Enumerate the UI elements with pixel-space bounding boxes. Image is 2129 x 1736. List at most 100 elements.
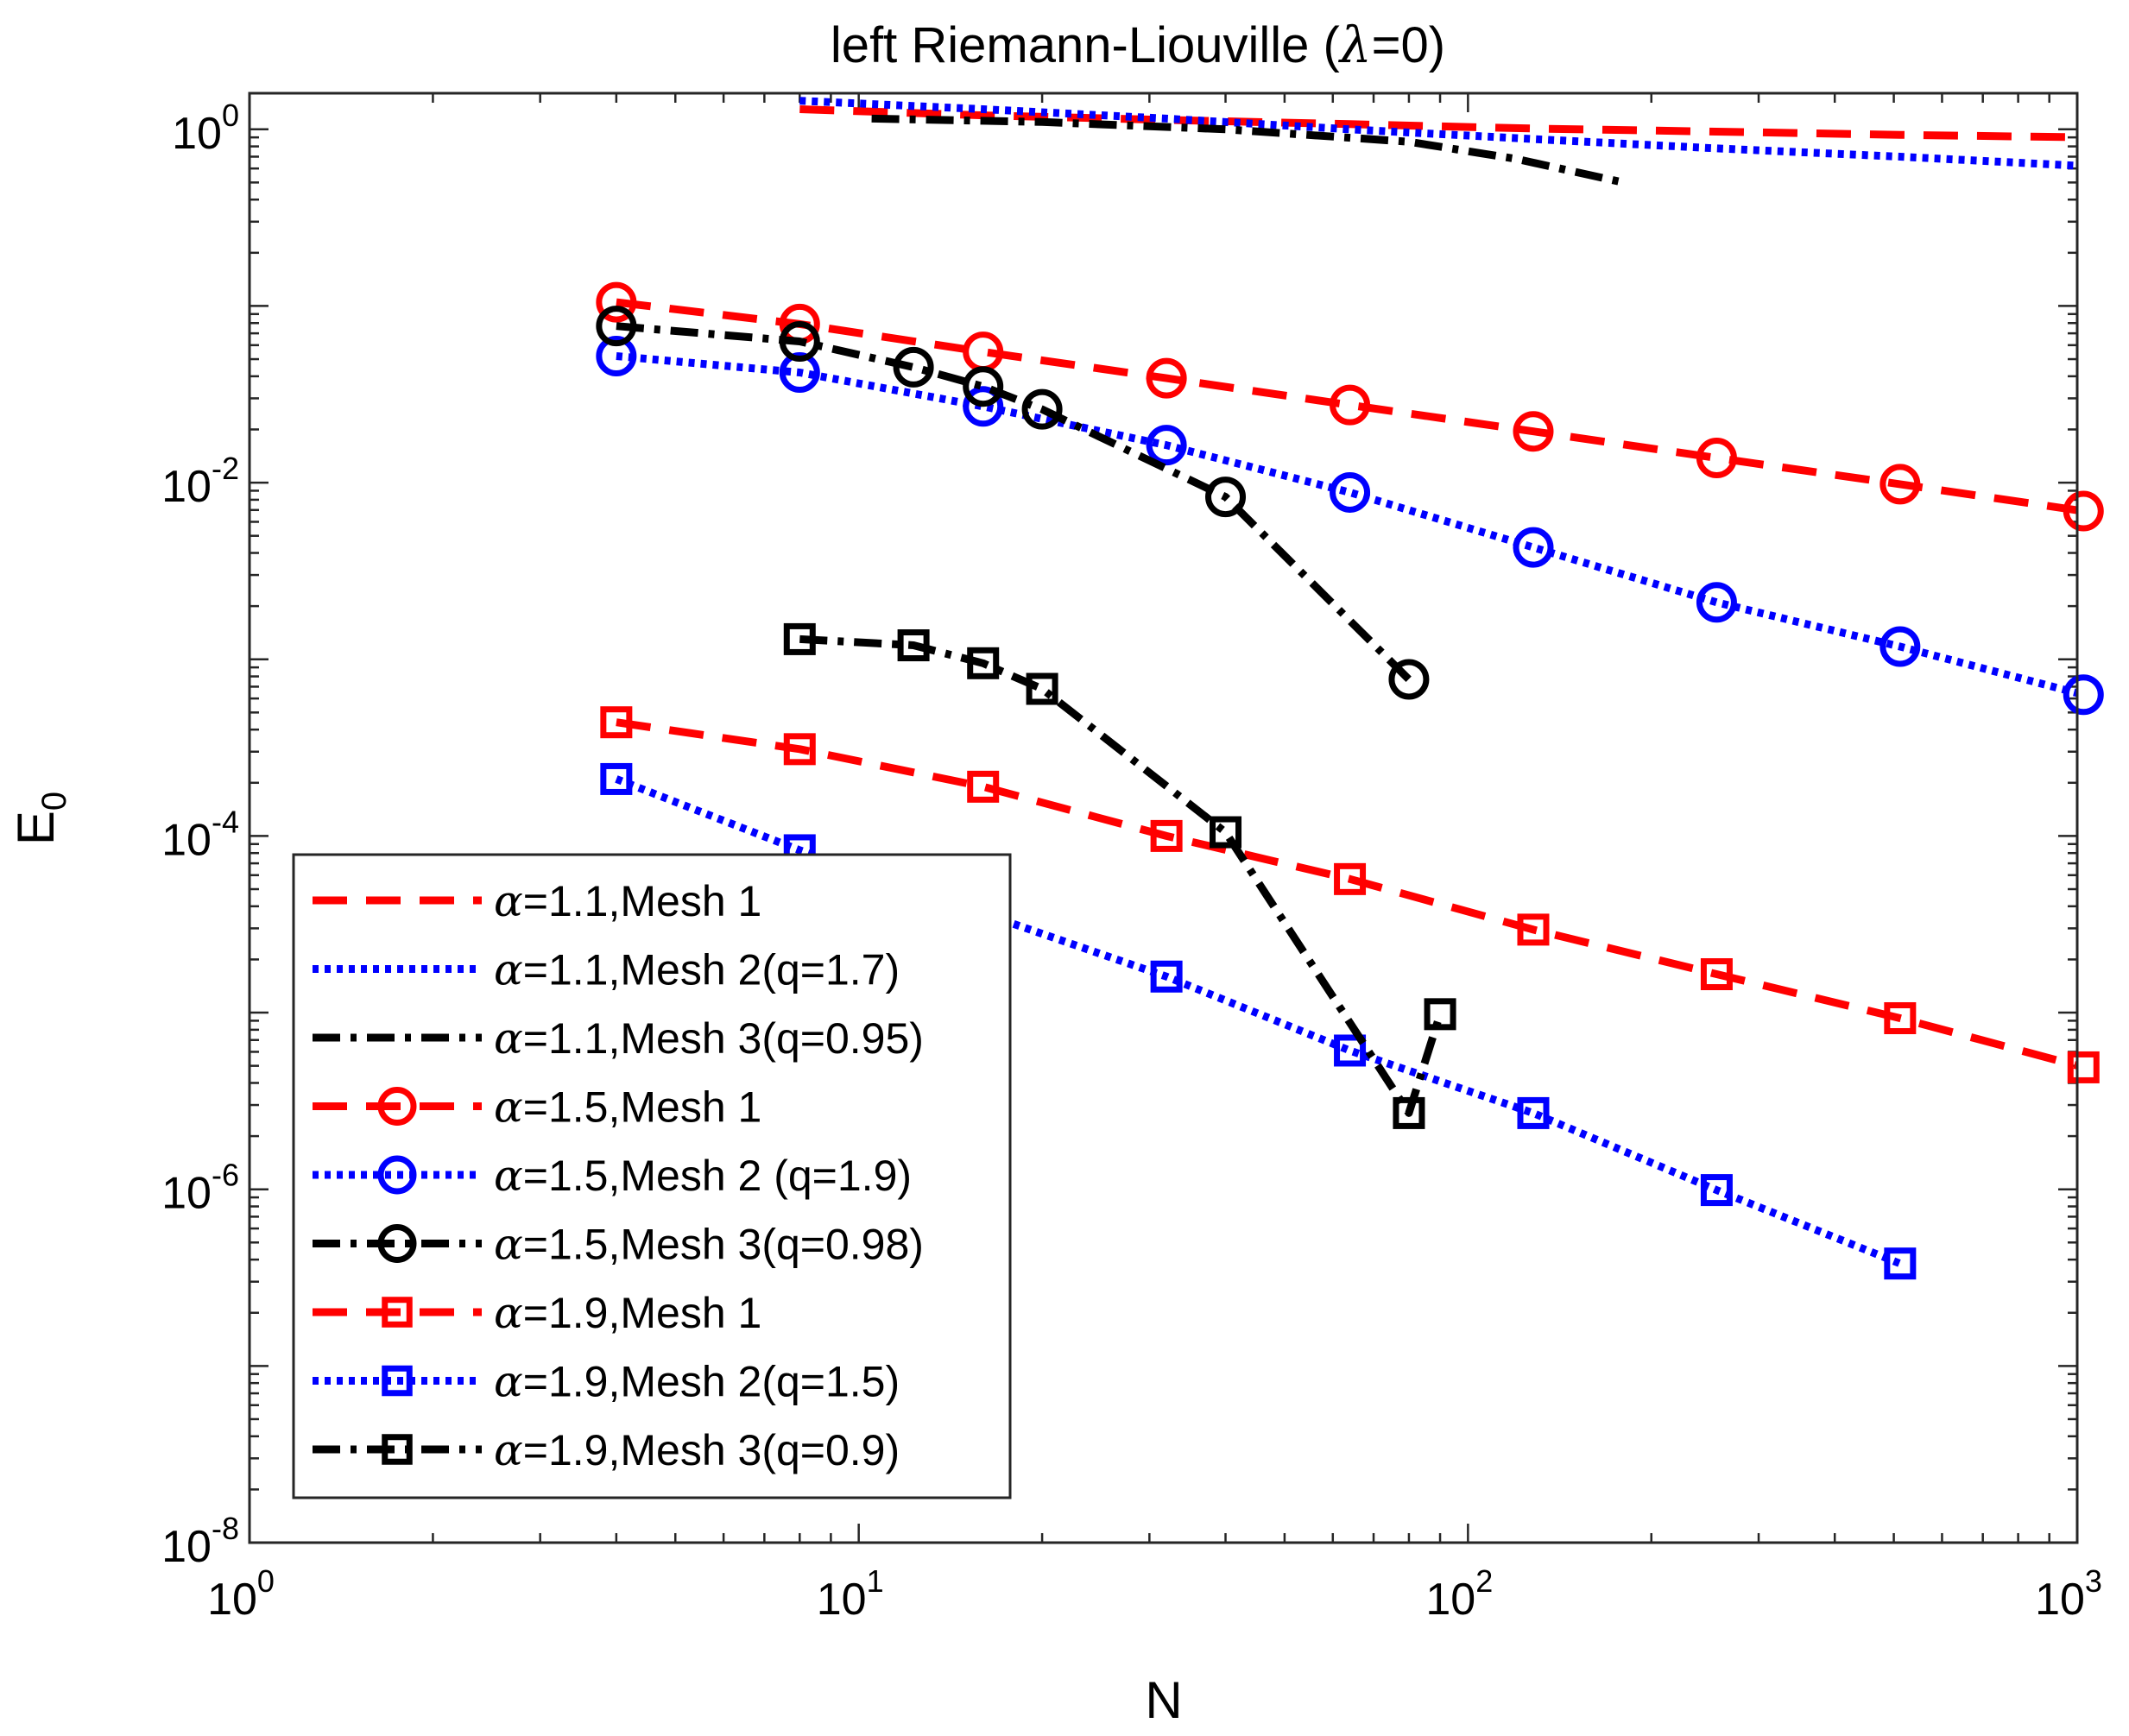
- data-point-marker: [1517, 913, 1550, 946]
- legend-label: α=1.5,Mesh 1: [494, 1083, 761, 1133]
- data-point-marker: [1388, 659, 1430, 700]
- data-point-marker: [596, 306, 637, 347]
- series-line: [799, 97, 2077, 170]
- series-line: [616, 352, 2077, 698]
- data-point-marker: [1424, 998, 1456, 1031]
- legend: α=1.1,Mesh 1 α=1.1,Mesh 2(q=1.7) α=1.1,Mes…: [292, 853, 1012, 1499]
- series-line: [615, 775, 1902, 1267]
- series-line: [799, 634, 1444, 1117]
- data-point-marker: [1150, 960, 1183, 993]
- y-tick-label: 10-8: [161, 1511, 239, 1572]
- data-point-marker: [1330, 384, 1371, 426]
- data-point-marker: [1884, 1001, 1917, 1034]
- data-point-marker: [600, 762, 633, 795]
- series-5: [596, 336, 2104, 716]
- legend-label: α=1.9,Mesh 3(q=0.9): [494, 1425, 900, 1475]
- legend-label: α=1.9,Mesh 1: [494, 1288, 761, 1338]
- legend-entry: α=1.5,Mesh 3(q=0.98): [313, 1220, 924, 1270]
- data-point-marker: [1146, 425, 1187, 466]
- data-point-marker: [897, 629, 930, 662]
- series-line: [616, 718, 2077, 1070]
- data-point-marker: [1393, 1096, 1425, 1129]
- data-point-marker: [382, 1297, 413, 1328]
- series-7: [600, 706, 2100, 1083]
- data-point-marker: [963, 366, 1004, 407]
- series-line: [616, 298, 2077, 514]
- data-point-marker: [963, 386, 1004, 427]
- y-axis-label: E0: [7, 792, 73, 845]
- data-point-marker: [779, 320, 820, 362]
- x-tick-label: 100: [207, 1563, 275, 1625]
- legend-entry: α=1.9,Mesh 2(q=1.5): [313, 1357, 900, 1407]
- data-point-marker: [382, 1365, 413, 1397]
- data-point-marker: [1700, 958, 1733, 991]
- data-point-marker: [1696, 582, 1737, 623]
- series-2: [799, 97, 2077, 170]
- data-point-marker: [382, 1434, 413, 1465]
- plot-frame: [248, 92, 2079, 1544]
- y-tick-label: 10-2: [161, 451, 239, 512]
- legend-label: α=1.1,Mesh 3(q=0.95): [494, 1013, 924, 1064]
- legend-entry: α=1.9,Mesh 1: [313, 1288, 761, 1338]
- data-point-marker: [1334, 1034, 1367, 1067]
- data-point-marker: [596, 281, 637, 323]
- data-point-marker: [967, 647, 1000, 679]
- axis-ticks: [248, 93, 2079, 1544]
- data-point-marker: [600, 706, 633, 739]
- series-lines: [596, 97, 2104, 1280]
- series-line: [871, 114, 1625, 186]
- data-point-marker: [377, 1087, 417, 1126]
- legend-entry: α=1.5,Mesh 1: [313, 1083, 761, 1133]
- data-point-marker: [1513, 411, 1554, 452]
- data-point-marker: [1700, 1174, 1733, 1207]
- data-point-marker: [779, 352, 820, 394]
- x-tick-labels: 100 101 102 103: [207, 1563, 2102, 1625]
- y-tick-label: 10-4: [161, 804, 239, 865]
- x-tick-label: 102: [1425, 1563, 1493, 1625]
- chart-title: left Riemann-Liouville (λ=0): [831, 16, 1445, 74]
- data-point-marker: [1334, 862, 1367, 895]
- x-tick-label: 103: [2035, 1563, 2102, 1625]
- y-tick-label: 100: [172, 98, 239, 159]
- legend-entry: α=1.1,Mesh 1: [313, 876, 761, 926]
- legend-label: α=1.5,Mesh 2 (q=1.9): [494, 1151, 912, 1201]
- data-point-marker: [596, 336, 637, 377]
- data-point-marker: [2063, 674, 2104, 716]
- data-point-marker: [1696, 437, 1737, 478]
- legend-label: α=1.5,Mesh 3(q=0.98): [494, 1220, 924, 1270]
- series-9: [783, 622, 1456, 1129]
- series-line: [616, 322, 1412, 683]
- data-point-marker: [783, 733, 816, 766]
- data-point-marker: [783, 622, 816, 655]
- data-point-marker: [1021, 388, 1063, 430]
- legend-label: α=1.9,Mesh 2(q=1.5): [494, 1357, 900, 1407]
- data-point-marker: [893, 346, 934, 388]
- data-point-marker: [1879, 626, 1921, 667]
- data-point-marker: [1513, 527, 1554, 568]
- data-point-marker: [1146, 357, 1187, 399]
- data-point-marker: [2067, 1051, 2100, 1083]
- data-point-marker: [1879, 464, 1921, 505]
- data-point-marker: [377, 1155, 417, 1195]
- series-6: [596, 306, 1430, 700]
- data-point-marker: [1150, 819, 1183, 852]
- data-point-marker: [377, 1224, 417, 1263]
- legend-label: α=1.1,Mesh 2(q=1.7): [494, 945, 900, 995]
- data-point-marker: [1517, 1096, 1550, 1129]
- data-point-marker: [1330, 471, 1371, 513]
- data-point-marker: [2063, 490, 2104, 532]
- y-tick-labels: 100 10-2 10-4 10-6 10-8: [161, 98, 239, 1572]
- data-point-marker: [1026, 672, 1058, 705]
- x-axis-label: N: [1145, 1671, 1182, 1729]
- legend-entry: α=1.5,Mesh 2 (q=1.9): [313, 1151, 912, 1201]
- legend-entry: α=1.9,Mesh 3(q=0.9): [313, 1425, 900, 1475]
- legend-label: α=1.1,Mesh 1: [494, 876, 761, 926]
- y-tick-label: 10-6: [161, 1158, 239, 1219]
- series-3: [871, 114, 1625, 186]
- data-point-marker: [1210, 816, 1242, 849]
- legend-entry: α=1.1,Mesh 2(q=1.7): [313, 945, 900, 995]
- data-point-marker: [1205, 477, 1247, 518]
- data-point-marker: [967, 770, 1000, 803]
- x-tick-label: 101: [817, 1563, 884, 1625]
